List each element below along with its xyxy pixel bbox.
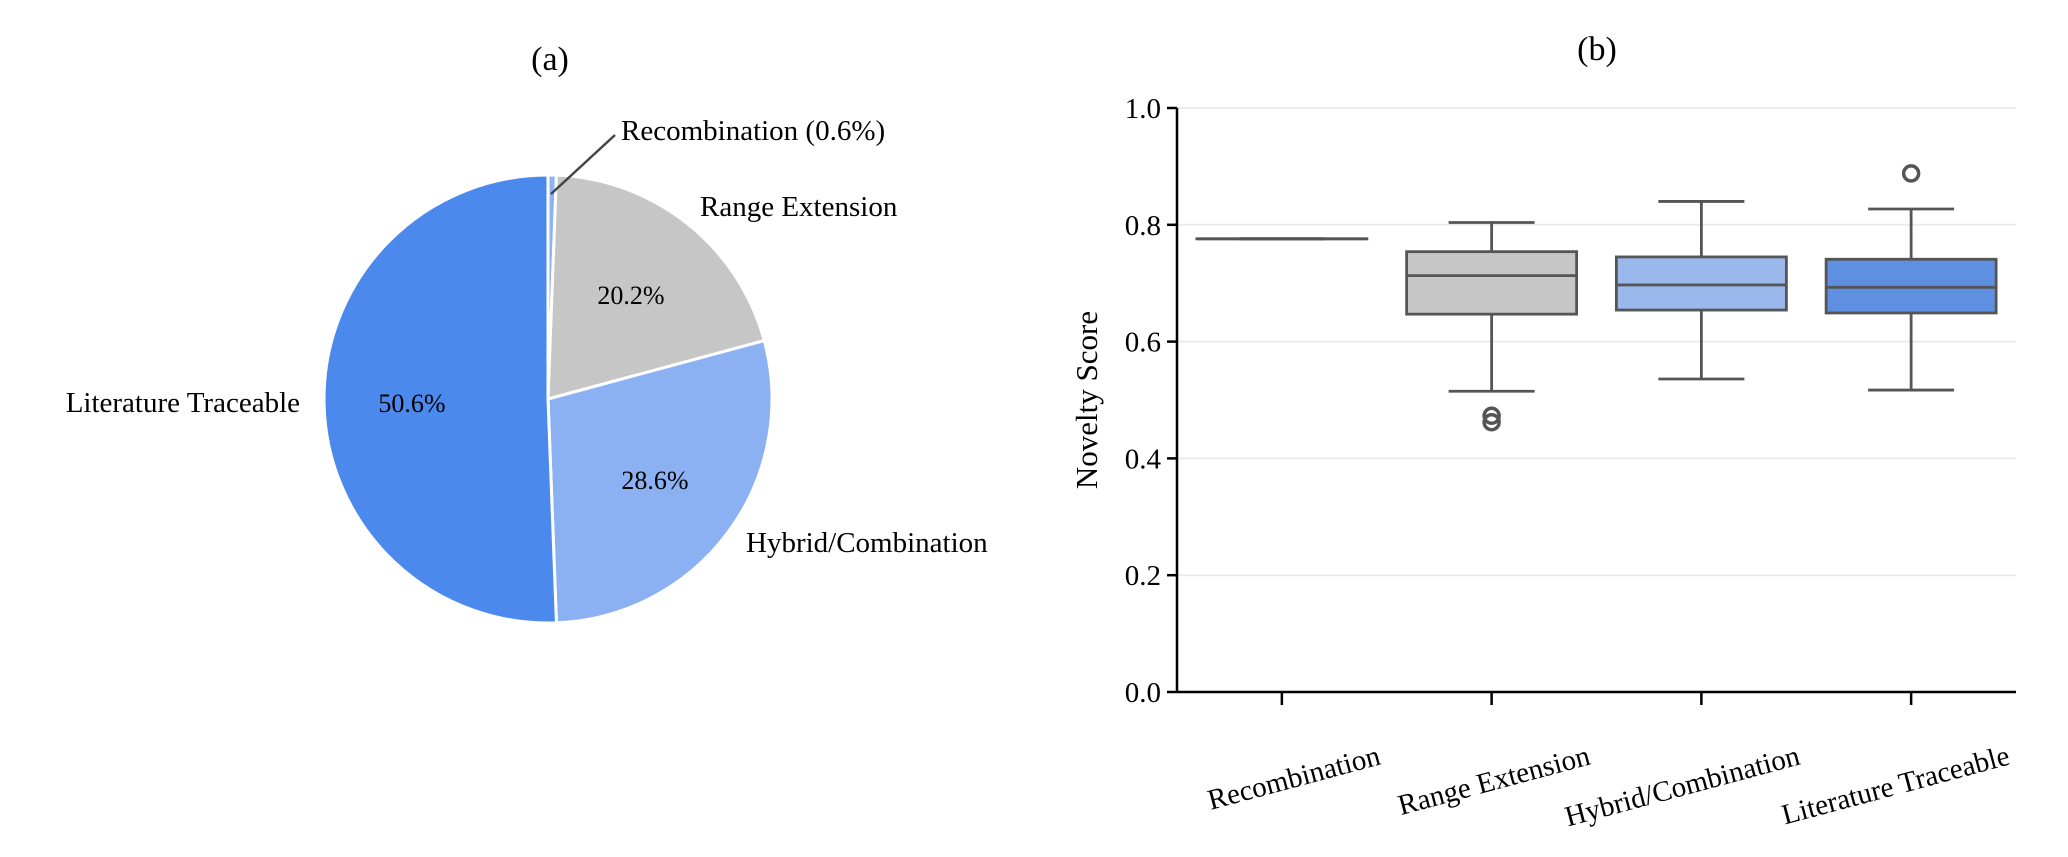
pie-value-range-extension: 20.2% — [597, 281, 664, 310]
y-axis-label: Novelty Score — [1069, 311, 1104, 489]
box-yticks: 0.0 0.2 0.4 0.6 0.8 1.0 — [1125, 93, 1177, 709]
pie-slice-literature-traceable — [322, 173, 558, 625]
pie-panel: (a) Recombination (0.6%) Range Extension… — [66, 41, 988, 625]
pie-value-hybrid-combination: 28.6% — [621, 466, 688, 495]
box-boxes — [1195, 164, 1998, 432]
box-body — [1405, 250, 1579, 316]
box-panel: (b) 0.0 0.2 0.4 0.6 0.8 1.0 Recombination Rang… — [1069, 31, 2016, 833]
y-tick-label: 0.6 — [1125, 327, 1161, 359]
pie-label-range-extension: Range Extension — [700, 191, 898, 223]
x-tick-label-hybrid-combination: Hybrid/Combination — [1561, 740, 1803, 834]
pie-label-hybrid-combination: Hybrid/Combination — [746, 527, 988, 559]
y-tick-label: 0.8 — [1125, 210, 1161, 242]
box-panel-label: (b) — [1577, 31, 1617, 68]
pie-panel-label: (a) — [531, 41, 569, 78]
y-tick-label: 0.4 — [1125, 443, 1162, 475]
pie-slice-hybrid-combination — [546, 339, 774, 625]
pie-label-recombination: Recombination (0.6%) — [621, 115, 885, 147]
box-body — [1614, 255, 1788, 312]
box-range-extension — [1405, 221, 1579, 432]
pie-value-literature-traceable: 50.6% — [378, 389, 445, 418]
box-xticks: Recombination Range ExtensionHybrid/Combi… — [1204, 692, 2013, 833]
outlier-point — [1482, 412, 1501, 432]
pie-slices — [322, 173, 774, 625]
outlier-point — [1901, 164, 1921, 183]
y-tick-label: 0.2 — [1125, 560, 1161, 592]
box-grid — [1177, 107, 2016, 577]
pie-labels: Recombination (0.6%) Range Extension Hyb… — [66, 115, 988, 559]
x-tick-label-literature-traceable: Literature Traceable — [1778, 740, 2013, 832]
box-literature-traceable — [1824, 164, 1998, 392]
outlier-point — [1482, 406, 1501, 426]
recombination-leader-line — [550, 134, 616, 195]
y-tick-label: 1.0 — [1125, 93, 1161, 125]
box-hybrid-combination — [1614, 200, 1788, 381]
pie-slice-range-extension — [546, 173, 766, 401]
y-tick-label: 0.0 — [1125, 677, 1161, 709]
x-tick-label-recombination: Recombination — [1204, 740, 1384, 817]
pie-label-literature-traceable: Literature Traceable — [66, 387, 300, 419]
